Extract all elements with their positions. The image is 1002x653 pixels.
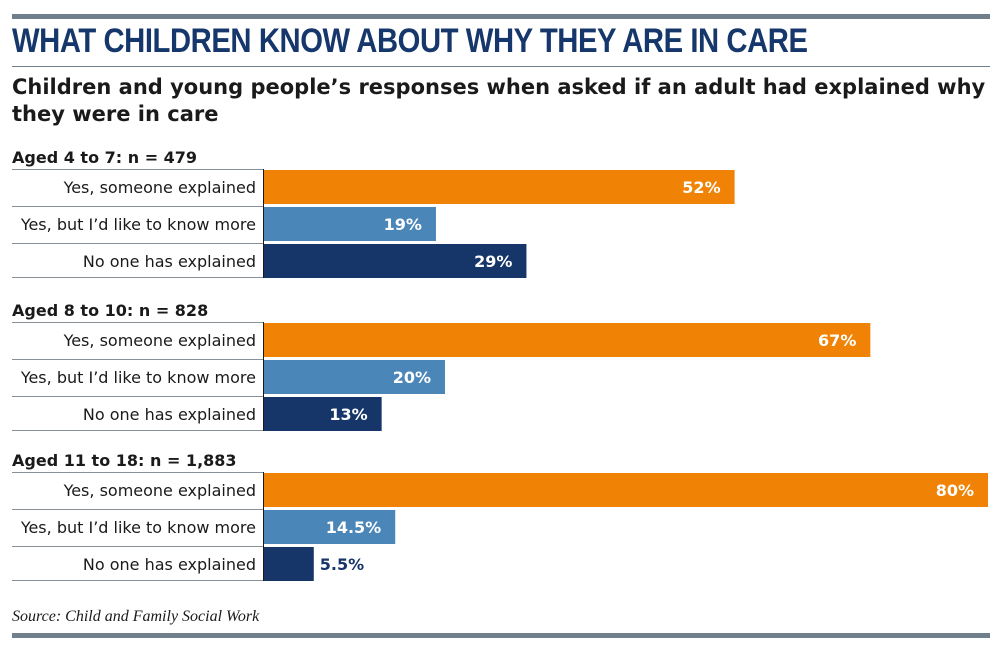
bar-age-8-10-want-more <box>264 360 445 394</box>
category-label-want-more: Yes, but I’d like to know more <box>20 215 256 234</box>
value-label-age-4-7-no-one-explained: 29% <box>474 252 512 271</box>
bar-age-11-18-want-more <box>264 510 396 544</box>
category-label-no-one-explained: No one has explained <box>83 252 256 271</box>
value-label-age-11-18-want-more: 14.5% <box>326 518 382 537</box>
group-label-age-4-7: Aged 4 to 7: n = 479 <box>12 148 197 167</box>
group-label-age-8-10: Aged 8 to 10: n = 828 <box>12 301 208 320</box>
category-label-yes-explained: Yes, someone explained <box>63 481 256 500</box>
bottom-rule <box>12 633 990 638</box>
category-label-no-one-explained: No one has explained <box>83 405 256 424</box>
chart-title: WHAT CHILDREN KNOW ABOUT WHY THEY ARE IN… <box>12 22 808 60</box>
bar-age-4-7-yes-explained <box>264 170 735 204</box>
category-label-yes-explained: Yes, someone explained <box>63 331 256 350</box>
category-label-no-one-explained: No one has explained <box>83 555 256 574</box>
top-rule <box>12 14 990 19</box>
chart-subtitle: Children and young people’s responses wh… <box>12 75 986 126</box>
category-label-want-more: Yes, but I’d like to know more <box>20 368 256 387</box>
value-label-age-11-18-no-one-explained: 5.5% <box>320 555 364 574</box>
source-note: Source: Child and Family Social Work <box>12 608 260 625</box>
bar-age-11-18-yes-explained <box>264 473 988 507</box>
title-rule <box>12 66 990 67</box>
value-label-age-8-10-want-more: 20% <box>393 368 431 387</box>
category-label-want-more: Yes, but I’d like to know more <box>20 518 256 537</box>
bar-age-4-7-no-one-explained <box>264 244 527 278</box>
value-label-age-4-7-want-more: 19% <box>384 215 422 234</box>
bar-age-8-10-yes-explained <box>264 323 871 357</box>
bar-age-8-10-no-one-explained <box>264 397 382 431</box>
value-label-age-8-10-yes-explained: 67% <box>818 331 856 350</box>
bar-age-4-7-want-more <box>264 207 436 241</box>
value-label-age-4-7-yes-explained: 52% <box>682 178 720 197</box>
value-label-age-8-10-no-one-explained: 13% <box>329 405 367 424</box>
bar-age-11-18-no-one-explained <box>264 547 314 581</box>
value-label-age-11-18-yes-explained: 80% <box>936 481 974 500</box>
group-label-age-11-18: Aged 11 to 18: n = 1,883 <box>12 451 237 470</box>
category-label-yes-explained: Yes, someone explained <box>63 178 256 197</box>
